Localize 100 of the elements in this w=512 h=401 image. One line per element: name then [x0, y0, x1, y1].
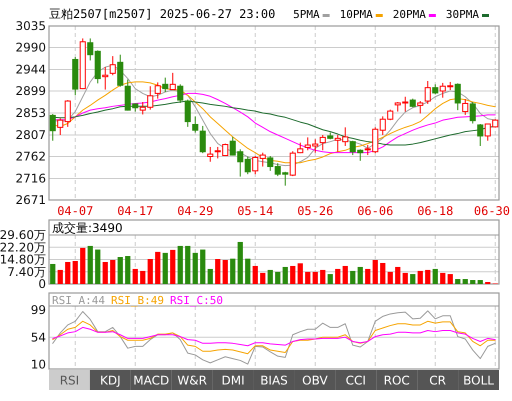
candlestick [184, 99, 191, 128]
bar [342, 266, 348, 284]
text: RSI_C:50 [170, 294, 223, 307]
bar [290, 266, 296, 284]
text: ROC [384, 373, 410, 388]
bar [470, 280, 476, 284]
bar [72, 260, 78, 284]
text: CCI [346, 373, 366, 388]
bar [200, 250, 206, 284]
legend-label: 5PMA [293, 8, 320, 21]
bar [380, 262, 386, 284]
y-tick-label: 2990 [15, 40, 46, 55]
bar [268, 270, 273, 284]
y-tick-label: 22.20万 [0, 240, 46, 254]
bar [432, 268, 438, 284]
y-tick-label: 2716 [15, 172, 46, 186]
bar [312, 272, 318, 284]
y-tick-label: 2762 [15, 150, 46, 164]
x-tick-label: 04-29 [177, 204, 214, 218]
candlestick [177, 84, 184, 104]
candlestick [200, 125, 206, 154]
y-tick-label: 7.40万 [7, 264, 46, 279]
y-tick-label: 54 [30, 330, 46, 344]
bar [88, 246, 93, 284]
text: CR [429, 373, 446, 388]
bar [455, 279, 460, 284]
bar [395, 266, 400, 284]
bar [252, 266, 258, 284]
bar [462, 279, 468, 284]
bar [425, 270, 430, 284]
text: RSI_B:49 [110, 294, 164, 307]
candlestick [454, 82, 461, 111]
bar [260, 272, 266, 284]
legend-label: 20PMA [392, 8, 426, 21]
legend-label: 30PMA [446, 8, 480, 21]
x-tick-label: 06-18 [417, 204, 454, 218]
text: RSI [60, 373, 80, 388]
bar [298, 263, 303, 284]
series-label: RSI_A:44 [52, 294, 106, 307]
bar [192, 252, 198, 284]
bar [328, 274, 333, 284]
bar [95, 250, 100, 284]
candlestick [470, 102, 476, 124]
y-tick-label: 3035 [15, 19, 46, 34]
text: KDJ [100, 373, 121, 388]
text: OBV [302, 373, 328, 388]
legend-label: 10PMA [340, 8, 374, 21]
bar [148, 259, 153, 284]
bar [365, 268, 370, 284]
bar [275, 272, 280, 284]
candlestick [424, 80, 431, 104]
candlestick [102, 66, 108, 90]
bar [208, 268, 213, 284]
bar [110, 260, 116, 284]
line-series [52, 326, 496, 346]
bar [230, 258, 236, 284]
y-tick-label: 2944 [15, 62, 46, 77]
y-tick-label: 2853 [15, 106, 46, 120]
x-tick-label: 04-17 [117, 204, 154, 218]
bar [58, 270, 63, 284]
candlestick [207, 146, 214, 162]
bar [140, 270, 146, 284]
candlestick [154, 82, 161, 100]
bar [155, 252, 160, 284]
bar [350, 270, 356, 284]
candlestick [432, 84, 438, 95]
bar [215, 259, 220, 284]
bar [402, 272, 408, 284]
bar [118, 257, 123, 284]
bar [440, 272, 446, 284]
bar [238, 242, 243, 284]
bar [222, 260, 228, 284]
x-tick-label: 04-07 [57, 204, 94, 218]
x-tick-label: 06-30 [474, 204, 510, 218]
line-series [52, 310, 496, 365]
text: W&R [177, 373, 207, 388]
x-tick-label: 05-26 [297, 204, 334, 218]
bar [245, 258, 250, 284]
bar [132, 268, 138, 284]
bar [478, 280, 483, 284]
candlestick [170, 72, 176, 91]
bar [372, 260, 378, 284]
bar [185, 246, 190, 284]
y-tick-label: 99 [30, 302, 46, 317]
bar [50, 264, 56, 284]
bar [410, 274, 416, 284]
y-tick-label: 2899 [15, 84, 46, 98]
x-tick-label: 06-06 [357, 204, 394, 218]
candlestick [162, 77, 168, 92]
candlestick [417, 100, 424, 114]
bar [80, 248, 86, 284]
bar [178, 246, 183, 284]
chart-title: 成交量:3490 [52, 221, 123, 235]
y-tick-label: 10 [30, 357, 46, 372]
bar [65, 262, 70, 284]
bar [125, 256, 130, 284]
y-tick-label: 2807 [15, 128, 46, 142]
x-tick-label: 05-14 [237, 204, 274, 218]
y-tick-label: 14.80万 [0, 252, 46, 267]
candlestick [477, 123, 484, 146]
